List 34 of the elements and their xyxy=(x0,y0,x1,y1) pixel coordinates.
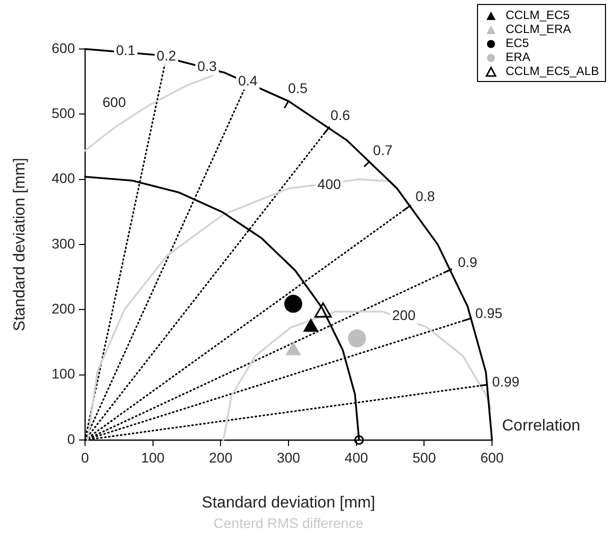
legend-label: ERA xyxy=(504,50,530,64)
annotation: 0.7 xyxy=(373,142,393,158)
annotation: 0.3 xyxy=(197,58,218,74)
legend-label: CCLM_EC5_ALB xyxy=(504,64,599,78)
annotation: 400 xyxy=(318,176,342,192)
y-tick-label: 0 xyxy=(67,430,76,447)
legend-label: CCLM_ERA xyxy=(504,22,571,36)
annotation: 0.8 xyxy=(415,188,436,204)
y-tick-label: 100 xyxy=(52,366,76,382)
x-tick-label: 300 xyxy=(276,449,300,466)
annotation: 0.6 xyxy=(330,107,350,124)
legend-label: CCLM_EC5 xyxy=(504,8,570,22)
annotation: 0.5 xyxy=(288,80,308,96)
y-axis-title: Standard deviation [mm] xyxy=(11,158,28,332)
x-tick-label: 500 xyxy=(412,449,436,466)
annotation: 200 xyxy=(392,307,416,324)
x-tick-label: 0 xyxy=(81,449,90,466)
x-tick-label: 100 xyxy=(141,449,165,466)
text: Correlation xyxy=(502,417,580,434)
annotation: 0.1 xyxy=(116,42,136,58)
x-tick-label: 600 xyxy=(480,449,504,466)
y-tick-label: 200 xyxy=(52,300,76,317)
annotation: 600 xyxy=(102,94,126,110)
x-axis-title: Standard deviation [mm] xyxy=(202,494,376,512)
y-tick-label: 400 xyxy=(52,170,76,186)
legend-label: EC5 xyxy=(504,36,529,50)
annotation: 0.9 xyxy=(458,254,478,270)
y-tick-label: 300 xyxy=(52,235,76,252)
x-tick-label: 400 xyxy=(344,449,368,466)
annotation: 0.95 xyxy=(475,304,503,321)
y-tick-label: 500 xyxy=(52,105,76,122)
y-tick-label: 600 xyxy=(52,40,76,56)
x-tick-label: 200 xyxy=(208,449,233,466)
annotation: 0.99 xyxy=(492,374,520,390)
